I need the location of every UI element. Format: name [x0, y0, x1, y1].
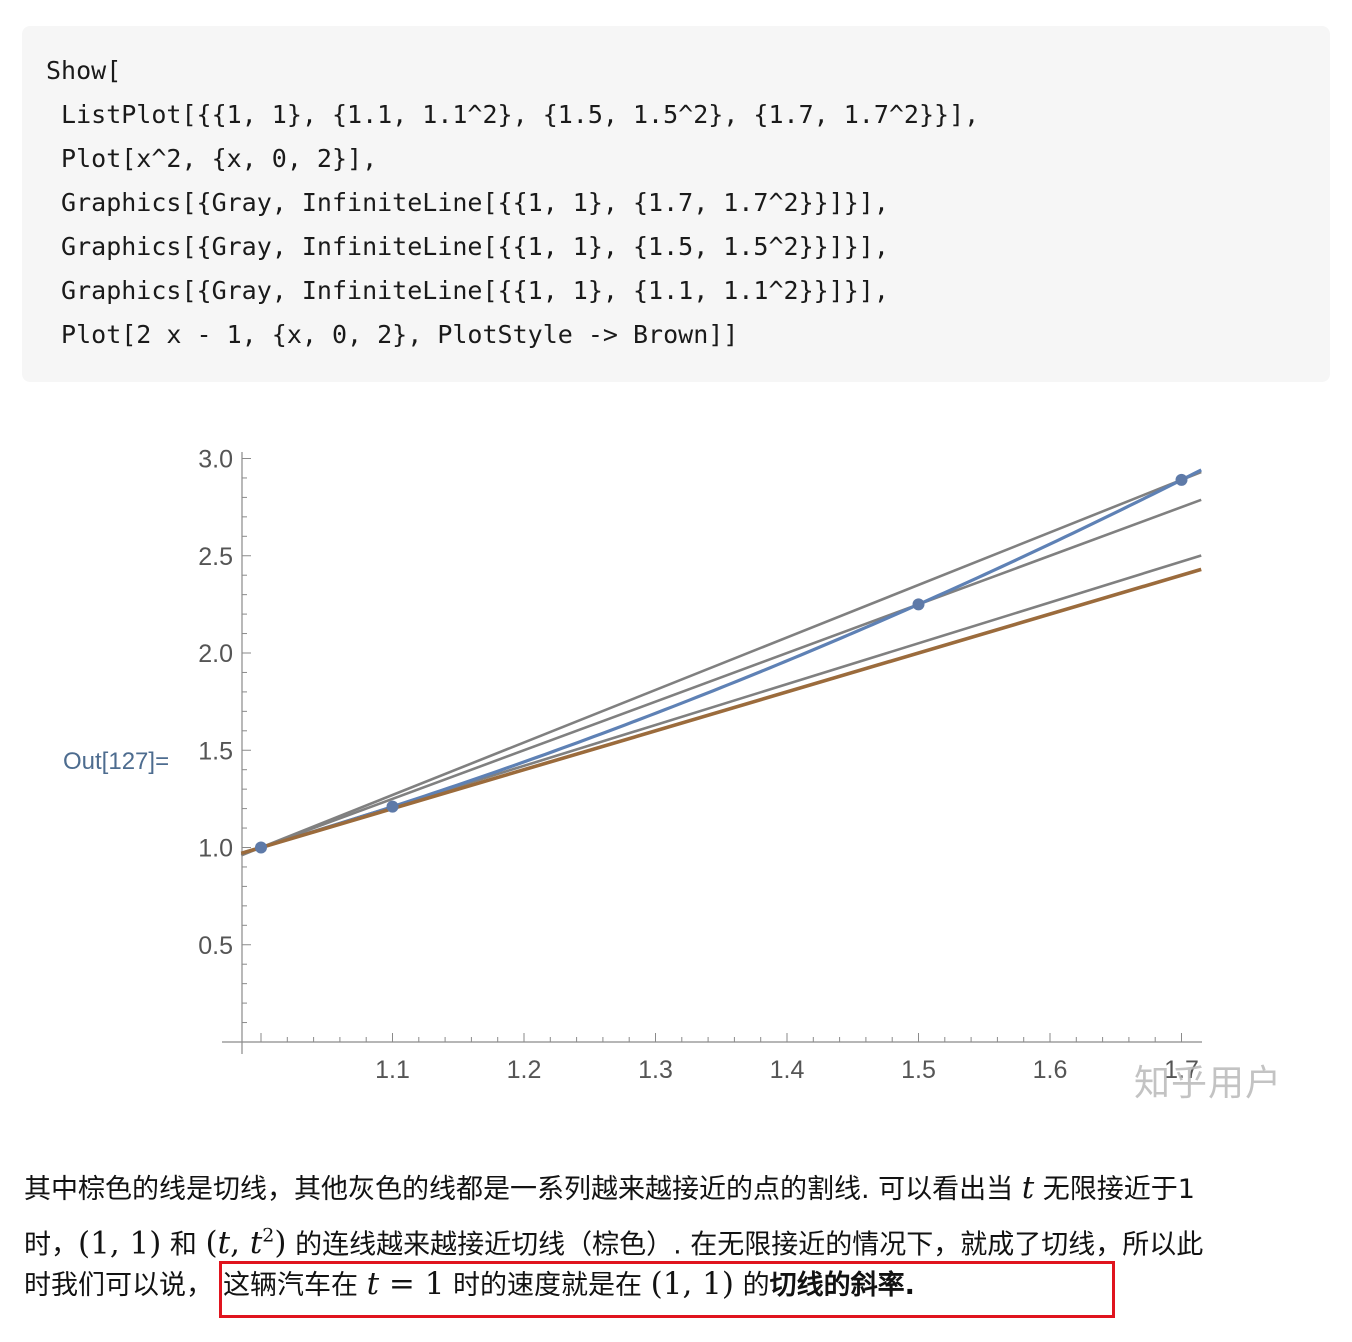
math-variable: t: [1022, 1170, 1034, 1206]
paragraph-line-2: 时，(1, 1) 和 (t, t2) 的连线越来越接近切线（棕色）. 在无限接近…: [24, 1216, 1203, 1265]
y-tick-label: 1.0: [198, 835, 233, 863]
x-tick-label: 1.1: [375, 1056, 410, 1084]
plot-lines: [240, 468, 1202, 857]
code-line: Plot[2 x - 1, {x, 0, 2}, PlotStyle -> Br…: [46, 320, 739, 349]
x-tick-label: 1.6: [1033, 1056, 1068, 1084]
paragraph-line-1: 其中棕色的线是切线，其他灰色的线都是一系列越来越接近的点的割线. 可以看出当 t…: [24, 1168, 1195, 1210]
code-line: Show[: [46, 56, 122, 85]
math-sep: ,: [230, 1225, 250, 1262]
x-tick-label: 1.7: [1164, 1056, 1199, 1084]
tick-labels: 0.5 1.0 1.5 2.0 2.5 3.0 1.1 1.2 1.3 1.4 1.5 1.6 1.7: [198, 446, 1199, 1085]
math-point-t: (t, t2): [206, 1225, 287, 1261]
data-point: [386, 800, 399, 813]
y-tick-label: 2.0: [198, 640, 233, 668]
math-eq: = 1: [379, 1266, 445, 1302]
tangent-line: [240, 567, 1202, 856]
code-line: Graphics[{Gray, InfiniteLine[{{1, 1}, {1…: [46, 276, 889, 305]
math-t: t: [1021, 1170, 1035, 1206]
math-t: t: [217, 1225, 231, 1262]
x-tick-label: 1.4: [770, 1056, 805, 1084]
code-line: Graphics[{Gray, InfiniteLine[{{1, 1}, {1…: [46, 232, 889, 261]
axes: [222, 452, 1202, 1054]
plot-points: [255, 473, 1188, 854]
secant-line: [240, 498, 1202, 857]
text-span: 和: [161, 1229, 206, 1261]
text-span: 的连线越来越接近切线（棕色）. 在无限接近的情况下，就成了切线，所以此: [286, 1229, 1204, 1261]
y-tick-label: 0.5: [198, 932, 233, 960]
watermark: 知乎用户: [1134, 1063, 1283, 1104]
text-span: .: [904, 1270, 915, 1301]
output-label: Out[127]=: [63, 748, 170, 775]
data-point: [1175, 473, 1188, 486]
highlight-box: [219, 1261, 1115, 1318]
curve-x-squared: [240, 468, 1202, 855]
math-paren: ): [274, 1225, 287, 1262]
data-point: [912, 598, 925, 611]
secant-line: [240, 470, 1202, 857]
code-block: Show[ ListPlot[{{1, 1}, {1.1, 1.1^2}, {1…: [22, 26, 1330, 382]
y-tick-label: 3.0: [198, 446, 233, 474]
y-tick-label: 1.5: [198, 737, 233, 765]
math-t: t: [366, 1266, 380, 1302]
math-equation: t = 1: [367, 1266, 445, 1302]
math-paren: (: [205, 1225, 218, 1262]
data-point: [255, 841, 267, 854]
text-span: 时我们可以说，: [24, 1270, 213, 1301]
y-tick-label: 2.5: [198, 543, 233, 571]
math-exponent: 2: [262, 1225, 275, 1247]
text-span: 其中棕色的线是切线，其他灰色的线都是一系列越来越接近的点的割线. 可以看出当: [24, 1174, 1022, 1205]
text-span: 无限接近于1: [1034, 1174, 1195, 1205]
text-span: 的: [733, 1270, 770, 1301]
x-tick-label: 1.2: [507, 1056, 542, 1084]
text-span: 时，: [24, 1229, 78, 1261]
math-point: (1, 1): [78, 1225, 162, 1262]
math-point: (1, 1): [650, 1266, 734, 1302]
x-tick-label: 1.5: [901, 1056, 936, 1084]
code-line: Graphics[{Gray, InfiniteLine[{{1, 1}, {1…: [46, 188, 889, 217]
paragraph-line-3: 时我们可以说， 这辆汽车在 t = 1 时的速度就是在 (1, 1) 的切线的斜率…: [24, 1264, 915, 1306]
code-line: Plot[x^2, {x, 0, 2}],: [46, 144, 378, 173]
code-line: ListPlot[{{1, 1}, {1.1, 1.1^2}, {1.5, 1.…: [46, 100, 980, 129]
x-tick-label: 1.3: [638, 1056, 673, 1084]
math-t: t: [249, 1225, 263, 1262]
text-span: 这辆汽车在: [223, 1270, 367, 1301]
bold-text: 切线的斜率: [769, 1270, 905, 1301]
text-span: 时的速度就是在: [444, 1270, 651, 1301]
